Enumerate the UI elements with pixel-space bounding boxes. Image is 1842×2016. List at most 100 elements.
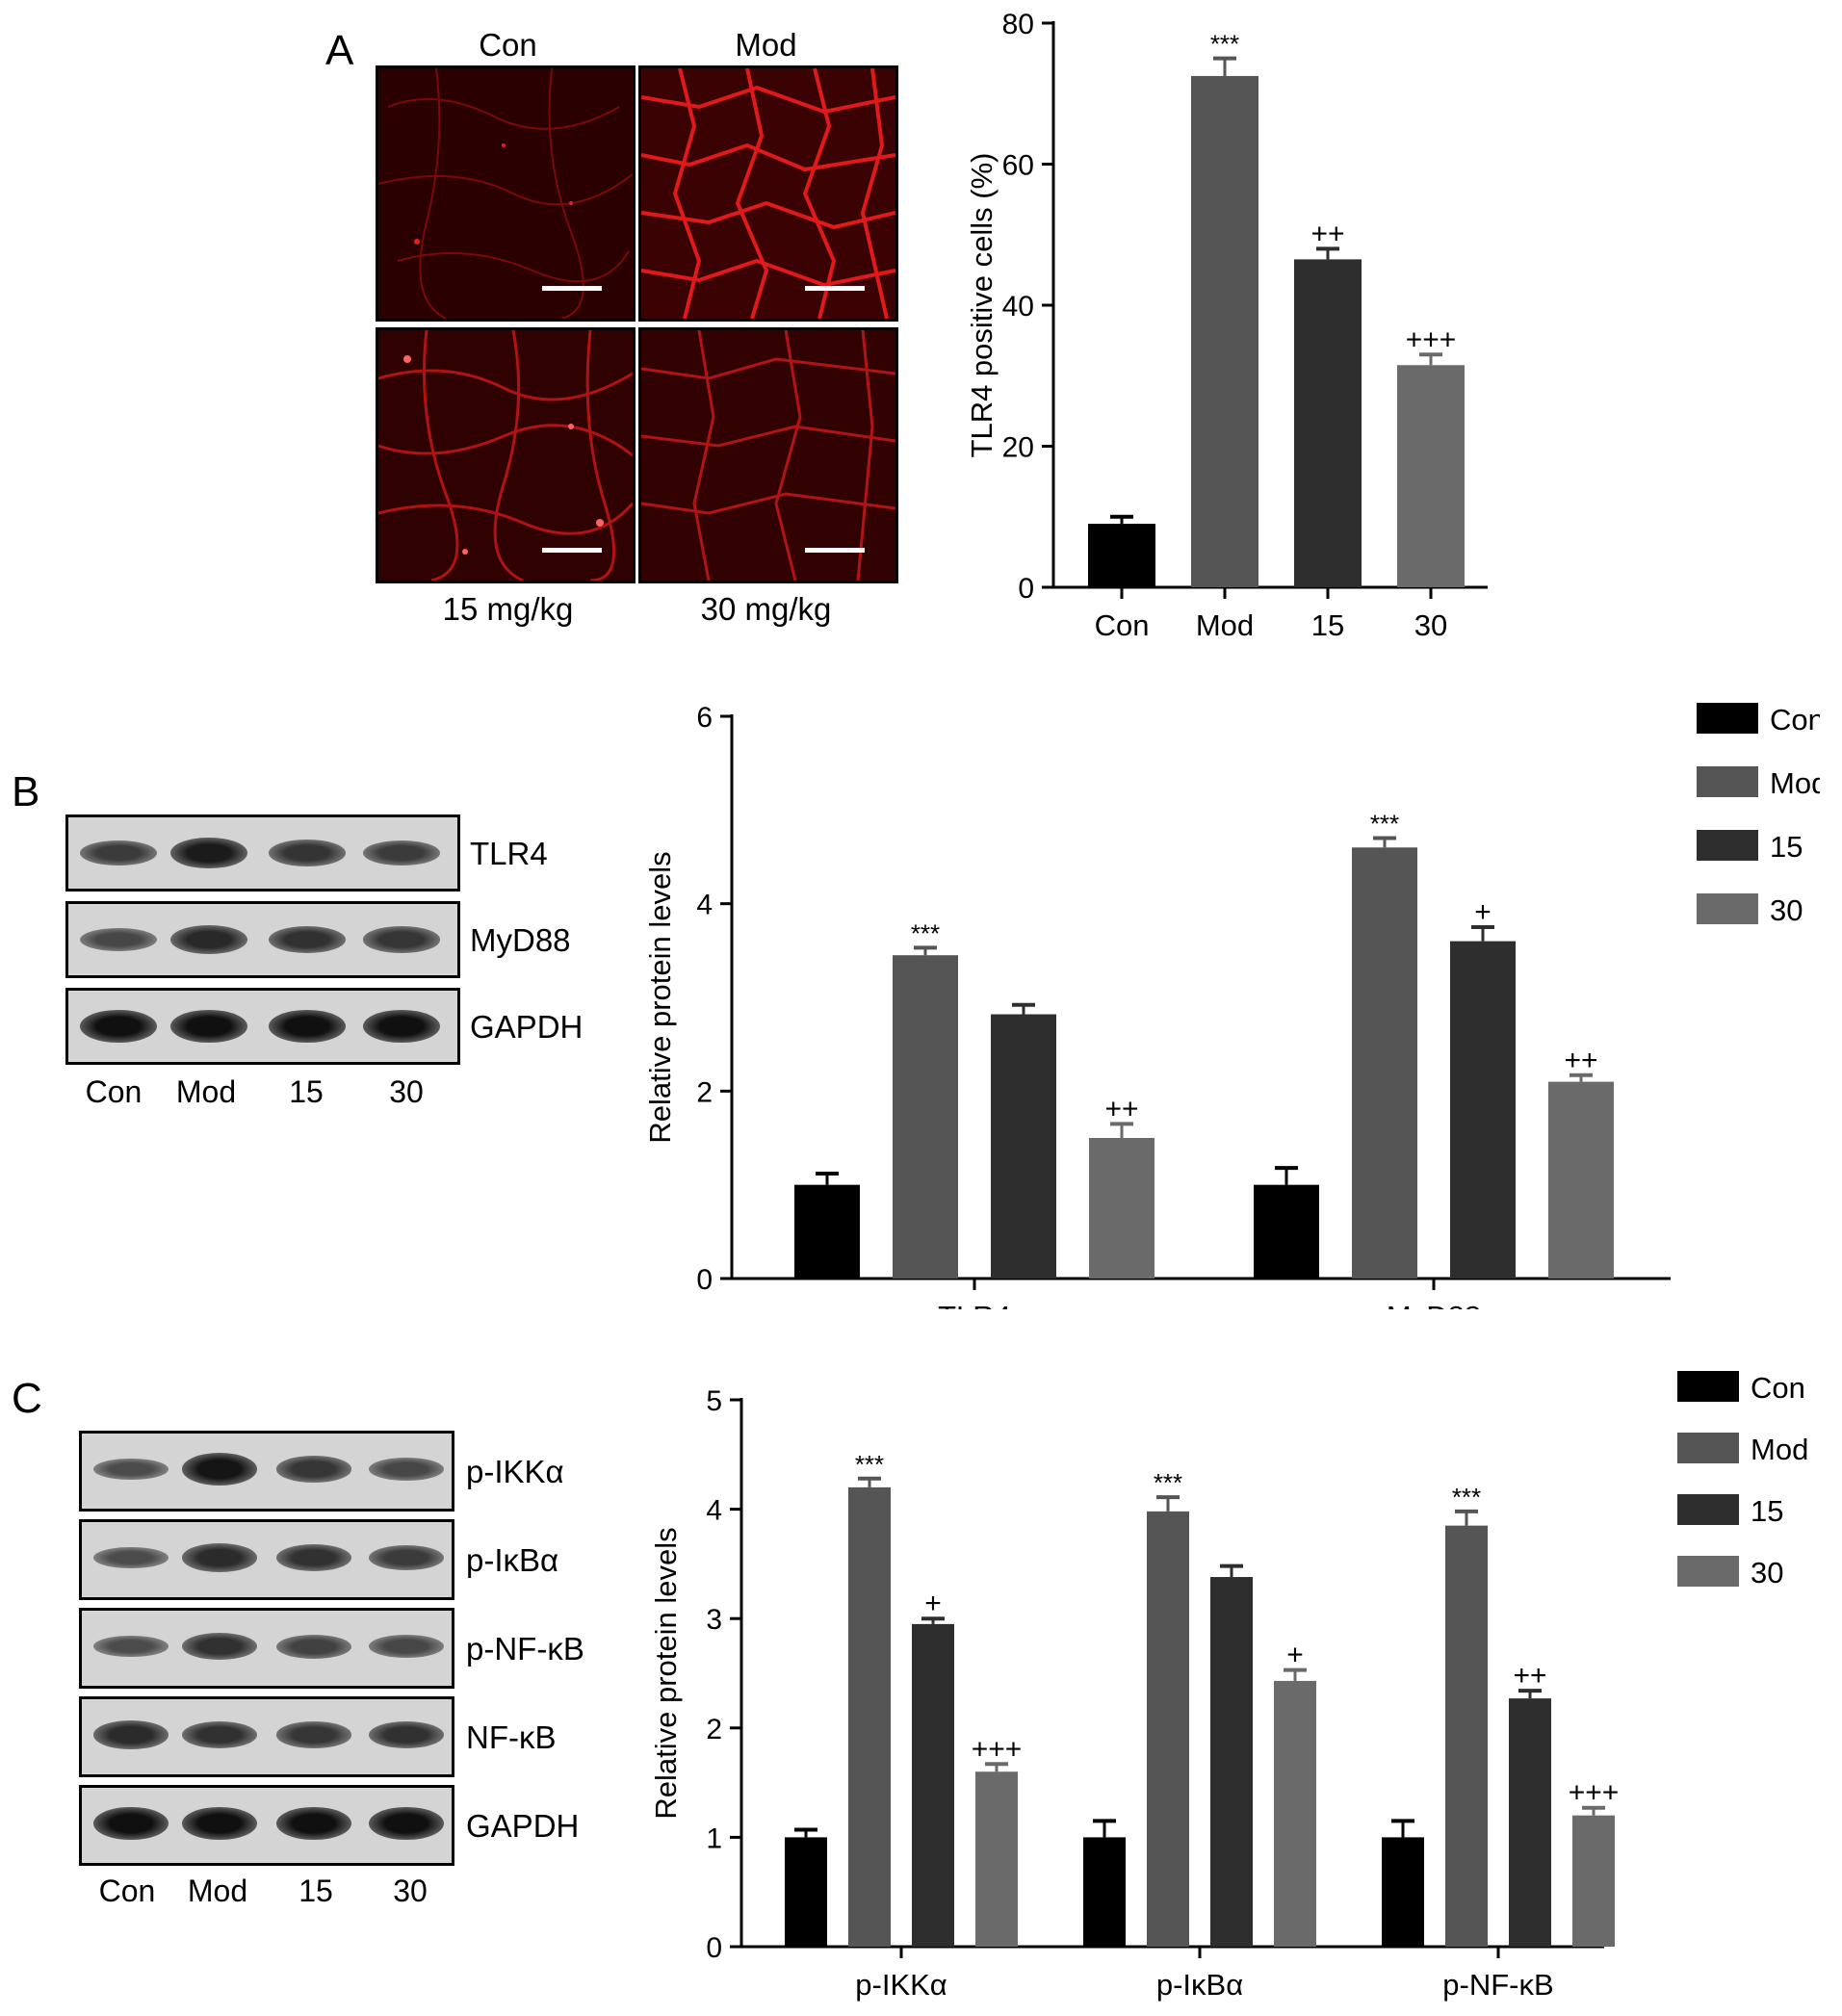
- blot-b-label-gapdh: GAPDH: [470, 1009, 584, 1045]
- blot-b-band-1-Con: [80, 840, 157, 866]
- chart-c-legend-swatch-mod: [1677, 1433, 1739, 1463]
- chart-a-bar-30-annotation: +++: [1406, 323, 1457, 355]
- chart-a-bar-30: [1397, 365, 1465, 587]
- blot-b-band-2-Mod: [170, 925, 247, 954]
- panel-letter-b: B: [12, 768, 40, 815]
- blot-c-band-5-Mod: [182, 1806, 257, 1841]
- blot-c-band-1-15: [276, 1456, 351, 1483]
- chart-b-legend-label-con: Con: [1770, 703, 1820, 737]
- chart-b-y-tick-label-3: 6: [696, 702, 713, 734]
- chart-b-legend-swatch-15: [1697, 830, 1758, 861]
- chart-c-bar-p-ikk--30-annotation: +++: [972, 1733, 1023, 1765]
- blot-c-row-2: [79, 1519, 454, 1600]
- chart-b-bar-myd88-30: [1548, 1081, 1614, 1279]
- chart-c-bar-p-nf-b-30: [1572, 1815, 1615, 1947]
- blot-c-band-4-15: [276, 1721, 351, 1748]
- chart-c-y-tick-label-2: 2: [706, 1714, 722, 1745]
- chart-c-y-tick-label-3: 3: [706, 1604, 722, 1636]
- chart-b-x-tick-label-myd88: MyD88: [1387, 1300, 1481, 1309]
- chart-b-legend-swatch-con: [1697, 703, 1758, 734]
- blot-c-band-1-Mod: [182, 1453, 257, 1486]
- chart-c-bar-p-i-b--15: [1210, 1577, 1253, 1947]
- chart-b-bar-myd88-15-annotation: +: [1474, 896, 1492, 928]
- chart-c-bar-p-nf-b-con: [1382, 1837, 1424, 1947]
- chart-c-bar-p-ikk--30: [975, 1771, 1018, 1947]
- chart-a-bar-15: [1294, 259, 1362, 587]
- chart-b-y-tick-label-1: 2: [696, 1076, 713, 1108]
- chart-b-bar-tlr4-30-annotation: ++: [1104, 1093, 1138, 1124]
- blot-b-band-3-15: [269, 1009, 346, 1044]
- chart-c-x-tick-label-p-nf-b: p-NF-κB: [1442, 1968, 1553, 2002]
- micrograph-con: [376, 65, 636, 322]
- chart-c-y-tick-label-0: 0: [706, 1932, 722, 1964]
- chart-a-y-tick-label-3: 60: [1002, 150, 1034, 182]
- chart-tlr4-myd88-protein: 0 2 4 6 Relative protein levels *** ++ TLR4 *** +…: [643, 702, 1820, 1309]
- chart-c-y-axis-label: Relative protein levels: [649, 1527, 683, 1819]
- chart-a-bar-mod-annotation: ***: [1210, 30, 1239, 59]
- chart-b-legend-label-30: 30: [1770, 893, 1803, 927]
- blot-c-band-5-15: [276, 1806, 351, 1841]
- chart-c-legend-swatch-con: [1677, 1371, 1739, 1402]
- chart-c-y-tick-label-1: 1: [706, 1822, 722, 1854]
- blot-c-lane-mod: Mod: [187, 1874, 248, 1908]
- blot-c-band-2-30: [369, 1544, 444, 1571]
- blot-c-band-2-15: [276, 1543, 351, 1572]
- chart-c-bar-p-i-b--30-annotation: +: [1286, 1640, 1304, 1671]
- chart-a-bar-15-annotation: ++: [1310, 218, 1344, 249]
- blot-c-row-3: [79, 1608, 454, 1689]
- chart-c-bar-p-ikk--mod: [848, 1486, 891, 1947]
- chart-c-x-tick-label-p-i-b-: p-IκBα: [1156, 1968, 1243, 2002]
- chart-b-bar-tlr4-mod: [893, 955, 958, 1279]
- blot-b-lane-mod: Mod: [175, 1074, 237, 1109]
- blot-c-label-pikba: p-IκBα: [466, 1542, 559, 1578]
- chart-a-y-tick-label-2: 40: [1002, 291, 1034, 323]
- micrograph-label-con: Con: [479, 27, 537, 63]
- blot-b-band-2-Con: [80, 928, 157, 951]
- chart-b-y-tick-label-2: 4: [696, 890, 713, 921]
- chart-b-bar-myd88-con: [1254, 1184, 1319, 1279]
- chart-b-bar-tlr4-30: [1089, 1138, 1154, 1279]
- chart-c-bar-p-i-b--con: [1083, 1837, 1126, 1947]
- blot-c-band-4-30: [369, 1720, 444, 1749]
- chart-c-y-tick-label-4: 4: [706, 1495, 722, 1527]
- chart-a-bar-con: [1088, 524, 1155, 587]
- chart-c-legend-label-30: 30: [1751, 1556, 1783, 1590]
- blot-b-label-tlr4: TLR4: [470, 836, 548, 871]
- chart-c-bar-p-ikk--con: [785, 1837, 827, 1947]
- chart-c-legend-label-15: 15: [1751, 1494, 1783, 1528]
- chart-b-bar-myd88-15: [1450, 941, 1516, 1279]
- blot-c-lane-con: Con: [98, 1874, 156, 1908]
- blot-c-label-pikka: p-IKKα: [466, 1454, 564, 1489]
- chart-b-bar-myd88-30-annotation: ++: [1564, 1045, 1597, 1076]
- chart-b-legend-label-15: 15: [1770, 830, 1803, 864]
- blot-c-band-5-30: [369, 1806, 444, 1841]
- blot-b-band-1-Mod: [170, 837, 247, 869]
- micrograph-30mgkg-image: [640, 329, 896, 582]
- blot-c-band-3-Mod: [182, 1632, 257, 1661]
- blot-c-row-4: [79, 1696, 454, 1777]
- chart-b-y-axis-label: Relative protein levels: [643, 851, 677, 1143]
- blot-c-row-5: [79, 1785, 454, 1866]
- chart-a-x-tick-label-mod: Mod: [1196, 608, 1254, 642]
- blot-c-band-3-15: [276, 1634, 351, 1659]
- chart-b-bar-tlr4-con: [794, 1184, 860, 1279]
- blot-b-lane-con: Con: [85, 1074, 143, 1109]
- blot-b-band-2-30: [363, 926, 440, 953]
- micrograph-mod-image: [640, 67, 896, 320]
- chart-a-y-tick-label-1: 20: [1002, 432, 1034, 464]
- blot-c-band-2-Mod: [182, 1543, 257, 1572]
- blot-c-band-1-Con: [93, 1458, 169, 1481]
- chart-c-bar-p-ikk--mod-annotation: ***: [855, 1450, 884, 1479]
- blot-c-band-3-Con: [93, 1635, 169, 1658]
- chart-c-y-tick-label-5: 5: [706, 1385, 722, 1417]
- micrograph-con-image: [377, 67, 634, 320]
- chart-c-legend-label-mod: Mod: [1751, 1433, 1808, 1466]
- blot-c-band-5-Con: [93, 1806, 169, 1841]
- blot-c-band-3-30: [369, 1635, 444, 1658]
- blot-b-band-2-15: [269, 925, 346, 954]
- chart-c-bar-p-ikk--15-annotation: +: [924, 1588, 942, 1619]
- blot-c-band-4-Mod: [182, 1720, 257, 1749]
- chart-c-legend-swatch-30: [1677, 1556, 1739, 1587]
- micrograph-15mgkg-image: [377, 329, 635, 582]
- chart-b-bar-tlr4-15: [991, 1014, 1056, 1279]
